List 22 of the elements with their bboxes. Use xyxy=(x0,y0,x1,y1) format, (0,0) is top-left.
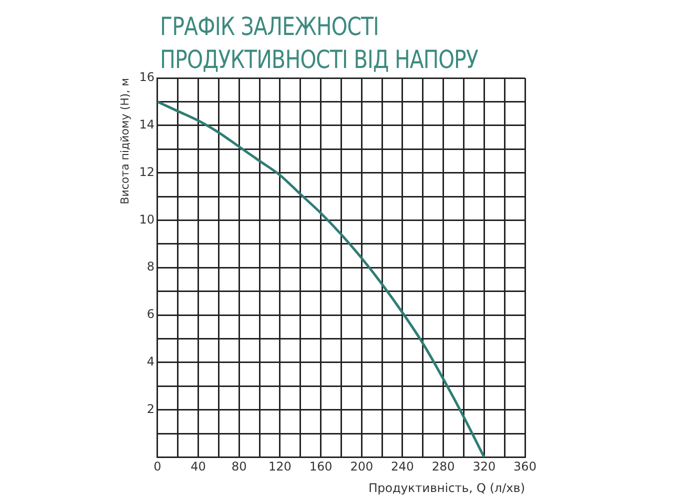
y-tick-label: 4 xyxy=(146,354,154,369)
x-tick-label: 240 xyxy=(391,460,414,474)
x-tick-label: 160 xyxy=(309,460,332,474)
x-tick-label: 120 xyxy=(268,460,292,474)
x-tick-label: 40 xyxy=(190,460,206,474)
y-axis-title: Висота підйому (Н), м xyxy=(118,78,132,204)
x-tick-label: 320 xyxy=(472,460,496,474)
x-tick-label: 200 xyxy=(350,460,374,474)
line-series xyxy=(157,100,486,458)
x-axis-title: Продуктивність, Q (л/хв) xyxy=(368,480,525,495)
chart-title: ГРАФІК ЗАЛЕЖНОСТІ ПРОДУКТИВНОСТІ ВІД НАПОРУ xyxy=(160,11,480,76)
y-tick-label: 16 xyxy=(139,70,154,84)
y-tick-label: 12 xyxy=(139,164,154,179)
y-tick-label: 14 xyxy=(139,118,154,132)
y-tick-label: 8 xyxy=(146,260,154,274)
x-tick-label: 360 xyxy=(514,460,536,474)
y-tick-label: 10 xyxy=(139,212,154,226)
x-tick-label: 0 xyxy=(154,460,162,474)
y-tick-label: 6 xyxy=(146,307,154,322)
y-tick-label: 2 xyxy=(146,402,154,416)
x-tick-label: 280 xyxy=(432,460,455,474)
x-tick-label: 80 xyxy=(232,460,247,474)
